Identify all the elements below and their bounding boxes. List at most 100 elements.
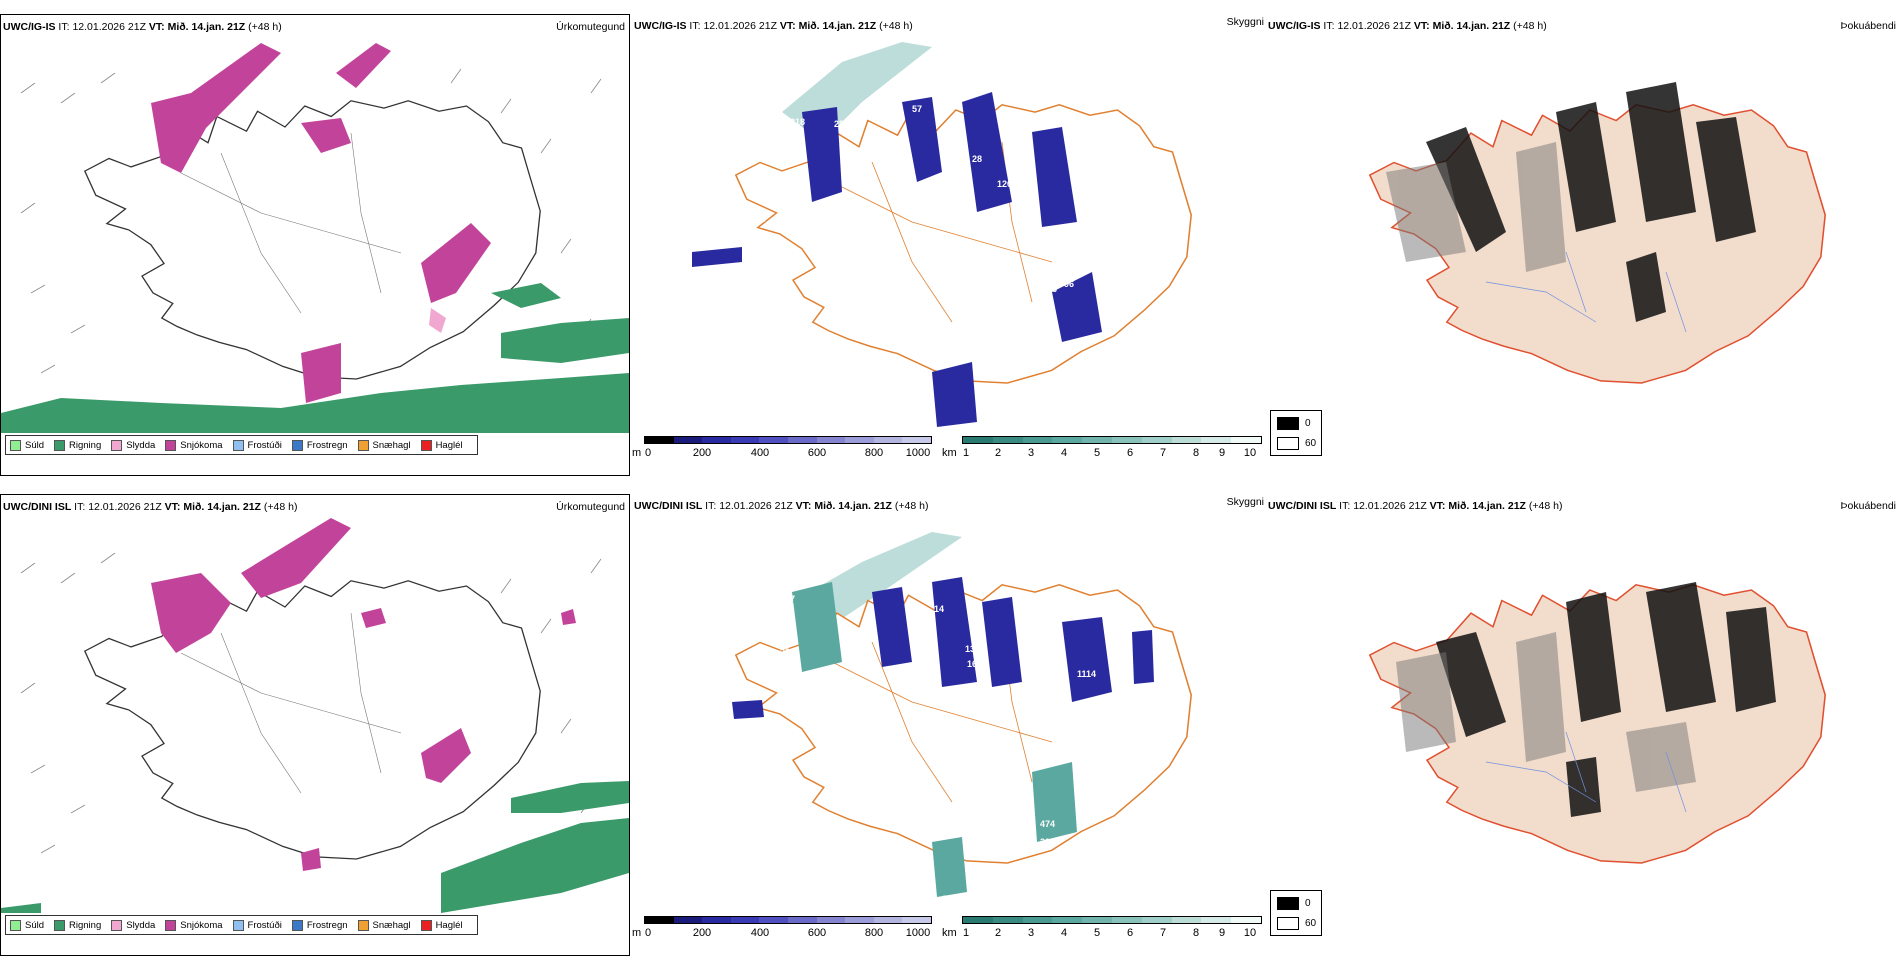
colorbar-tick: 1 <box>962 927 970 939</box>
colorbar-segment <box>992 917 1023 923</box>
fog-map <box>1369 82 1826 384</box>
colorbar-segment <box>1111 437 1142 443</box>
legend-swatch <box>54 439 66 451</box>
precip-map <box>1 518 629 913</box>
colorbar-segment <box>816 437 846 443</box>
precip-type-panel: UWC/DINI ISL IT: 12.01.2026 21Z VT: Mið.… <box>0 494 630 956</box>
legend-swatch <box>420 919 432 931</box>
colorbar-segments <box>962 916 1262 924</box>
colorbar-segment <box>873 437 903 443</box>
legend-item: Snjókoma <box>165 919 223 931</box>
colorbar-segment <box>1052 917 1083 923</box>
colorbar-tick: 1 <box>962 447 970 459</box>
panel-title: Skyggni <box>1226 16 1264 28</box>
visibility-value-label: 166 <box>770 179 785 189</box>
legend-swatch <box>291 439 303 451</box>
colorbar-segment <box>702 437 731 443</box>
legend-item: Frostregn <box>291 919 348 931</box>
legend-swatch <box>420 439 432 451</box>
legend-swatch <box>165 919 177 931</box>
colorbar-segment <box>673 437 703 443</box>
precip-map <box>1 43 629 433</box>
legend-swatch <box>232 919 244 931</box>
colorbar-segment <box>1022 917 1053 923</box>
panel-title: Úrkomutegund <box>556 21 625 33</box>
cloud-base-areas <box>732 577 1154 719</box>
cloud-base-areas <box>692 92 1102 427</box>
fog-index-panel: UWC/DINI ISL IT: 12.01.2026 21Z VT: Mið.… <box>1266 494 1900 956</box>
legend-item: Rigning <box>54 919 101 931</box>
visibility-value-label: 10 <box>734 224 744 234</box>
visibility-value-label: 869 <box>780 631 795 641</box>
colorbar-segment <box>845 917 874 923</box>
fog-legend-label: 60 <box>1305 918 1317 929</box>
visibility-value-label: 106 <box>832 719 847 729</box>
visibility-value-label: 322 <box>1040 837 1055 847</box>
visibility-value-label: 97 <box>770 94 780 104</box>
fog-legend-label: 0 <box>1305 418 1311 429</box>
fog-shading <box>1426 82 1756 322</box>
legend-item: Súld <box>10 439 44 451</box>
colorbar-unit: m <box>632 447 642 459</box>
colorbar-tick: 5 <box>1093 927 1101 939</box>
visibility-panel: UWC/IG-IS IT: 12.01.2026 21Z VT: Mið. 14… <box>632 14 1264 476</box>
colorbar-segment <box>816 917 846 923</box>
visibility-value-label: 91 <box>802 209 812 219</box>
visibility-value-label: 361 <box>1040 304 1055 314</box>
colorbar-tick: 10 <box>1243 927 1257 939</box>
legend-item: Haglél <box>420 439 463 451</box>
panel-header: UWC/DINI ISL IT: 12.01.2026 21Z VT: Mið.… <box>1268 500 1563 512</box>
colorbar-segments <box>644 436 932 444</box>
vis-labels: 587 869 226 84 86 106 20 14 133 165 141 1114 145 474 3… <box>780 579 1096 904</box>
colorbar-tick: 3 <box>1027 447 1035 459</box>
visibility-value-label: 316 <box>1042 284 1057 294</box>
colorbar-tick: 600 <box>807 447 827 459</box>
legend-swatch <box>357 439 369 451</box>
panel-header: UWC/IG-IS IT: 12.01.2026 21Z VT: Mið. 14… <box>3 21 282 33</box>
colorbar-segment <box>787 917 817 923</box>
river-lines <box>1485 251 1687 333</box>
colorbar-tick: 4 <box>1060 927 1068 939</box>
fog-index-panel: UWC/IG-IS IT: 12.01.2026 21Z VT: Mið. 14… <box>1266 14 1900 476</box>
fog-legend-white <box>1277 917 1299 930</box>
colorbar-segment <box>963 917 993 923</box>
row-ig-is: UWC/IG-IS IT: 12.01.2026 21Z VT: Mið. 14… <box>0 14 1900 484</box>
colorbar-segment <box>1141 917 1172 923</box>
fog-legend: 0 60 <box>1270 410 1322 456</box>
panel-title: Þokuábendi <box>1840 20 1896 32</box>
visibility-value-label: 57 <box>912 104 922 114</box>
legend-swatch <box>54 919 66 931</box>
visibility-value-label: 107 <box>752 214 767 224</box>
visibility-colorbar: km 1 2 3 4 5 6 7 8 9 10 <box>942 914 1264 940</box>
visibility-value-label: 280 <box>942 894 957 904</box>
colorbar-segment <box>1201 437 1232 443</box>
visibility-value-label: 141 <box>1052 674 1067 684</box>
visibility-value-label: 550 <box>772 117 787 127</box>
precip-legend: Súld Rigning Slydda Snjókoma Frostúði Fr… <box>5 915 478 935</box>
colorbar-tick: 7 <box>1159 927 1167 939</box>
colorbar-tick: 200 <box>692 447 712 459</box>
colorbar-tick: 8 <box>1192 927 1200 939</box>
colorbar-tick: 6 <box>1126 447 1134 459</box>
sleet-areas <box>429 308 446 333</box>
fog-legend-label: 0 <box>1305 898 1311 909</box>
colorbar-segment <box>1201 917 1232 923</box>
colorbar-tick: 3 <box>1027 927 1035 939</box>
visibility-value-label: 145 <box>1072 704 1087 714</box>
river-lines <box>1485 731 1687 813</box>
colorbar-tick: 10 <box>1243 447 1257 459</box>
visibility-value-label: 187 <box>770 147 785 157</box>
colorbar-segment <box>645 917 674 923</box>
visibility-value-label: 14 <box>934 604 944 614</box>
colorbar-tick: 9 <box>1218 927 1226 939</box>
colorbar-tick: 600 <box>807 927 827 939</box>
legend-item: Frostregn <box>291 439 348 451</box>
snow-areas <box>151 518 576 871</box>
colorbar-segment <box>645 437 674 443</box>
visibility-value-label: 323 <box>1077 244 1092 254</box>
fog-legend-label: 60 <box>1305 438 1317 449</box>
low-vis-areas <box>792 582 1077 897</box>
colorbar-segment <box>1231 917 1261 923</box>
legend-item: Frostúði <box>232 919 282 931</box>
colorbar-segment <box>759 917 788 923</box>
